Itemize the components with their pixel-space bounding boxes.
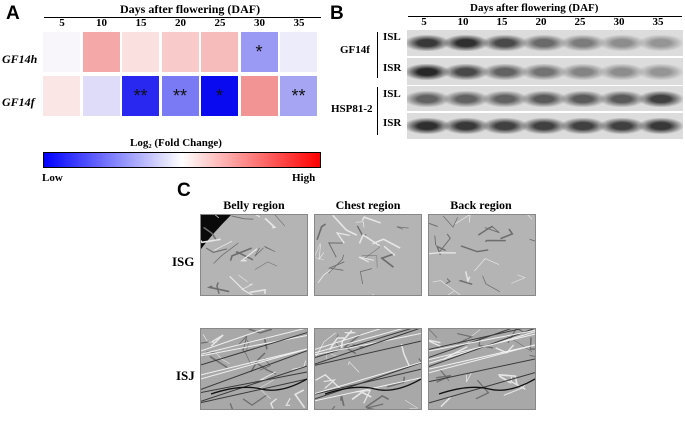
blot-band	[483, 118, 527, 134]
panel-a-col-label: 5	[59, 17, 65, 29]
hsp-bracket	[377, 87, 378, 135]
blot-band	[522, 63, 566, 80]
col-header-belly: Belly region	[223, 198, 285, 212]
blot-band	[639, 63, 683, 80]
col-header-back: Back region	[450, 198, 512, 212]
panel-b-col-label: 10	[457, 16, 469, 28]
panel-a-col-label: 20	[175, 17, 186, 29]
heatmap-cell	[43, 32, 80, 72]
blot-band	[561, 118, 605, 134]
blot-band	[561, 63, 605, 80]
blot-band	[483, 63, 527, 80]
heatmap-cell: *	[201, 76, 238, 116]
sem-isj-back	[428, 328, 536, 410]
protein-label-gf14f: GF14f	[340, 44, 370, 56]
heatmap-cell: *	[240, 32, 278, 72]
lane-label-gf14f-isr: ISR	[383, 62, 402, 74]
blot-gf14f-isl	[407, 30, 683, 56]
blot-band	[444, 118, 488, 134]
legend-title: Log₂ (Fold Change)	[130, 137, 222, 149]
row-label-isj: ISJ	[176, 368, 195, 383]
lane-label-hsp-isl: ISL	[383, 88, 401, 100]
legend-high-label: High	[292, 172, 316, 184]
sem-isj-belly	[200, 328, 308, 410]
heatmap-cell: **	[280, 76, 317, 116]
panel-a-col-label: 30	[254, 17, 265, 29]
heatmap-cell	[122, 32, 159, 72]
blot-band	[444, 90, 488, 107]
lane-label-hsp-isr: ISR	[383, 117, 402, 129]
heatmap-cell	[43, 76, 80, 116]
blot-hsp-isl	[407, 86, 683, 111]
blot-band	[600, 118, 644, 134]
blot-band	[639, 35, 683, 51]
row-label-gf14h: GF14h	[2, 52, 38, 66]
panel-a-col-label: 15	[135, 17, 147, 29]
blot-band	[561, 90, 605, 107]
sem-isj-chest	[314, 328, 422, 410]
heatmap-cell	[280, 32, 317, 72]
blot-band	[639, 90, 683, 107]
row-label-gf14f: GF14f	[2, 95, 35, 109]
panel-b-col-label: 30	[613, 16, 625, 28]
blot-band	[600, 90, 644, 107]
blot-band	[561, 35, 605, 51]
panel-b-col-label: 25	[574, 16, 586, 28]
blot-band	[444, 63, 488, 80]
heatmap-cell	[161, 32, 199, 72]
panel-c-letter: C	[177, 180, 191, 201]
sem-isg-belly	[200, 214, 308, 296]
heatmap-cell: **	[122, 76, 159, 116]
blot-band	[444, 35, 488, 51]
legend-low-label: Low	[42, 172, 63, 184]
blot-band	[522, 35, 566, 51]
blot-band	[407, 35, 449, 51]
heatmap-cell	[82, 32, 120, 72]
heatmap-cell	[201, 32, 238, 72]
panel-b-col-label: 35	[652, 16, 664, 28]
protein-label-hsp81-2: HSP81-2	[331, 103, 373, 115]
blot-gf14f-isr	[407, 58, 683, 85]
panel-a-col-label: 25	[214, 17, 226, 29]
heatmap-cell	[82, 76, 120, 116]
panel-b-col-label: 20	[535, 16, 547, 28]
blot-hsp-isr	[407, 113, 683, 139]
color-scale-bar	[43, 152, 321, 168]
gf14f-bracket	[377, 32, 378, 78]
panel-a-letter: A	[6, 3, 20, 24]
row-label-isg: ISG	[172, 254, 195, 269]
blot-band	[639, 118, 683, 134]
blot-band	[522, 90, 566, 107]
heatmap-cell	[240, 76, 278, 116]
panel-a-col-label: 10	[96, 17, 107, 29]
col-header-chest: Chest region	[335, 198, 401, 212]
heatmap-cell: **	[161, 76, 199, 116]
panel-b-header: Days after flowering (DAF)	[470, 2, 599, 14]
blot-band	[483, 35, 527, 51]
blot-band	[600, 63, 644, 80]
panel-a-header-line	[44, 17, 321, 18]
panel-b-col-label: 5	[421, 16, 427, 28]
blot-band	[407, 118, 449, 134]
heatmap-grid: * ** ** * **	[43, 30, 320, 130]
sem-isg-chest	[314, 214, 422, 296]
blot-band	[522, 118, 566, 134]
sem-isg-back	[428, 214, 536, 296]
blot-band	[600, 35, 644, 51]
panel-b-letter: B	[330, 3, 344, 24]
lane-label-gf14f-isl: ISL	[383, 31, 401, 43]
blot-band	[407, 90, 449, 107]
panel-a-header: Days after flowering (DAF)	[120, 2, 261, 16]
blot-band	[483, 90, 527, 107]
panel-b-header-line	[408, 16, 682, 17]
panel-a-col-label: 35	[293, 17, 305, 29]
panel-b-col-label: 15	[496, 16, 508, 28]
blot-band	[407, 63, 449, 80]
